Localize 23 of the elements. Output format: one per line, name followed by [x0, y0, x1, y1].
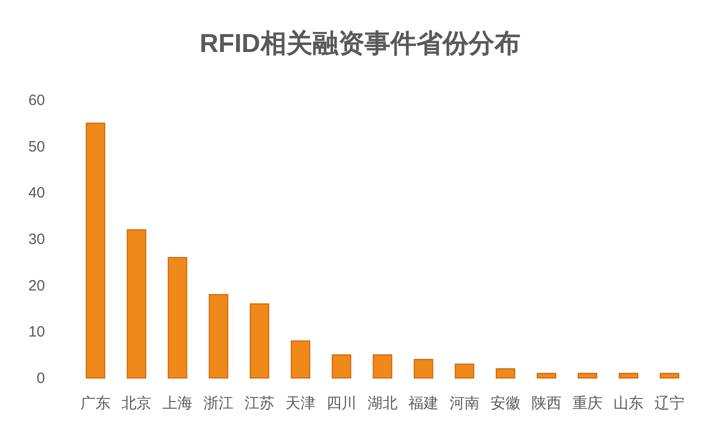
y-tick-label: 40 — [28, 184, 45, 202]
x-tick-label: 浙江 — [204, 395, 234, 412]
y-tick-label: 20 — [28, 277, 45, 294]
x-tick-label: 天津 — [286, 395, 316, 412]
x-tick-label: 安徽 — [490, 395, 520, 412]
x-tick-label: 山东 — [614, 395, 644, 412]
y-tick-label: 10 — [28, 324, 45, 341]
x-tick-label: 湖北 — [368, 395, 398, 412]
y-tick-label: 0 — [36, 370, 45, 387]
x-tick-label: 福建 — [408, 395, 438, 412]
x-tick-label: 上海 — [162, 395, 192, 412]
title: RFID相关融资事件省份分布 — [200, 28, 520, 58]
x-tick-label: 四川 — [326, 395, 356, 412]
x-tick-label: 广东 — [80, 395, 110, 412]
x-tick-label: 北京 — [122, 395, 152, 412]
x-tick-label: 重庆 — [572, 395, 602, 412]
y-tick-label: 50 — [28, 138, 45, 156]
y-tick-label: 60 — [28, 92, 45, 109]
x-tick-label: 河南 — [450, 395, 480, 412]
x-tick-label: 江苏 — [244, 395, 274, 412]
y-tick-label: 30 — [28, 231, 45, 248]
x-tick-label: 辽宁 — [654, 395, 684, 412]
x-tick-label: 陕西 — [532, 395, 562, 412]
